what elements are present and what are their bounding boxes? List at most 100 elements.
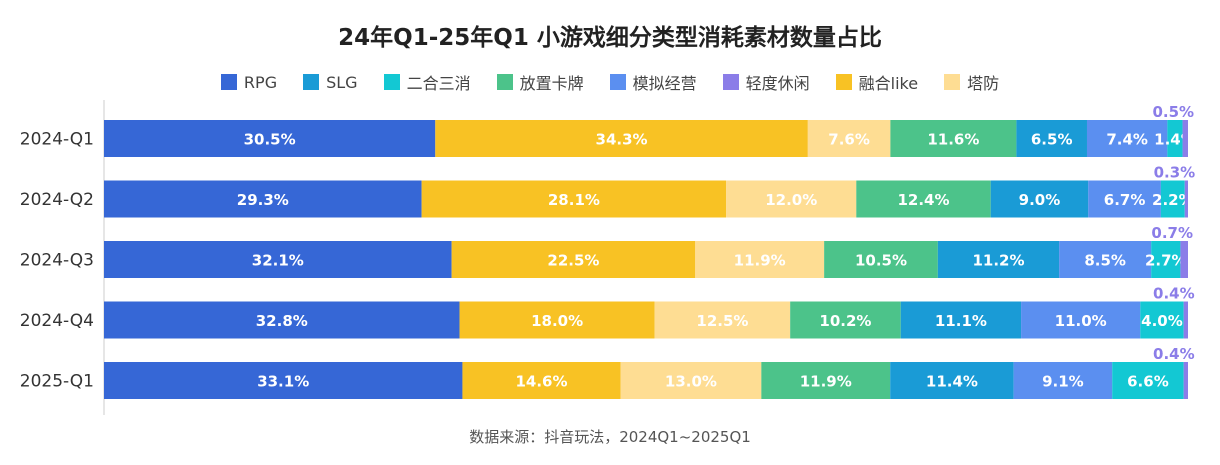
- legend-label: 融合like: [858, 74, 919, 93]
- bar-segment: [1088, 180, 1161, 218]
- bar-segment: [104, 301, 460, 339]
- data-label: 32.8%: [256, 312, 308, 330]
- bar-segment: [790, 301, 901, 339]
- category-tick-label: 2024-Q2: [20, 190, 94, 210]
- bar-segment: [459, 301, 655, 339]
- data-label: 9.0%: [1019, 191, 1061, 209]
- data-label: 32.1%: [252, 252, 304, 270]
- bar-segment: [620, 362, 762, 399]
- data-label: 29.3%: [237, 191, 289, 209]
- data-label: 0.4%: [1153, 285, 1195, 303]
- bar-segment: [1013, 362, 1113, 399]
- bar-segment: [890, 120, 1017, 157]
- bar-segment: [1182, 120, 1188, 157]
- bar-segment: [1183, 362, 1188, 399]
- chart-legend: RPG SLG 二合三消 放置卡牌 模拟经营 轻度休闲 融合like 塔防: [0, 70, 1220, 94]
- bar-segment: [1059, 241, 1152, 278]
- data-label: 6.5%: [1031, 131, 1073, 149]
- data-label: 30.5%: [244, 131, 296, 149]
- data-label: 34.3%: [596, 131, 648, 149]
- data-label: 28.1%: [548, 191, 600, 209]
- bar-segment: [451, 241, 696, 278]
- data-label: 9.1%: [1042, 373, 1084, 391]
- bar-segment: [1021, 301, 1141, 339]
- data-label: 11.4%: [926, 373, 978, 391]
- data-label: 22.5%: [547, 252, 599, 270]
- data-label: 0.3%: [1154, 164, 1196, 182]
- data-label: 12.5%: [696, 312, 748, 330]
- legend-item: 模拟经营: [609, 70, 697, 94]
- data-label: 1.4%: [1154, 131, 1196, 149]
- category-tick-label: 2024-Q4: [20, 311, 94, 331]
- bar-segment: [726, 180, 857, 218]
- bar-segment: [104, 120, 436, 157]
- bar-segment: [421, 180, 727, 218]
- legend-item: 放置卡牌: [496, 70, 584, 94]
- bar-segment: [104, 362, 463, 399]
- bar-segment: [761, 362, 891, 399]
- bar-segment: [695, 241, 825, 278]
- bar-segment: [1140, 301, 1184, 339]
- data-label: 11.1%: [935, 312, 987, 330]
- legend-label: RPG: [243, 72, 278, 92]
- legend-swatch: [303, 74, 320, 90]
- chart-title: 24年Q1-25年Q1 小游戏细分类型消耗素材数量占比: [338, 25, 882, 51]
- legend-label: SLG: [326, 72, 358, 92]
- bar-segment: [890, 362, 1014, 399]
- legend-item: 融合like: [835, 70, 919, 94]
- legend-item: 二合三消: [383, 70, 471, 94]
- data-label: 11.9%: [800, 373, 852, 391]
- bar-segment: [1160, 180, 1185, 218]
- bar-segment: [807, 120, 891, 157]
- data-label: 18.0%: [531, 312, 583, 330]
- bar-segment: [937, 241, 1060, 278]
- legend-item: 轻度休闲: [722, 70, 810, 94]
- data-label: 12.4%: [897, 191, 949, 209]
- bar-segment: [1112, 362, 1184, 399]
- bar-segment: [1151, 241, 1181, 278]
- data-label: 2.2%: [1152, 191, 1194, 209]
- data-label: 8.5%: [1084, 252, 1126, 270]
- legend-label: 模拟经营: [632, 74, 697, 93]
- category-tick-label: 2024-Q1: [20, 130, 94, 150]
- category-tick-label: 2024-Q3: [20, 251, 94, 271]
- data-label: 4.0%: [1141, 312, 1183, 330]
- legend-swatch: [944, 74, 961, 90]
- data-label: 12.0%: [765, 191, 817, 209]
- bar-segment: [1180, 241, 1188, 278]
- data-source-note: 数据来源：抖音玩法，2024Q1~2025Q1: [469, 428, 751, 446]
- legend-swatch: [220, 74, 237, 90]
- legend-label: 放置卡牌: [519, 74, 584, 93]
- data-label: 11.6%: [927, 131, 979, 149]
- bar-segment: [435, 120, 808, 157]
- data-label: 13.0%: [665, 373, 717, 391]
- bar-segment: [654, 301, 791, 339]
- bar-segment: [1184, 180, 1188, 218]
- data-label: 0.4%: [1153, 345, 1195, 363]
- data-label: 11.9%: [734, 252, 786, 270]
- data-label: 11.0%: [1055, 312, 1107, 330]
- bar-segment: [990, 180, 1089, 218]
- bar-segment: [462, 362, 621, 399]
- legend-label: 二合三消: [406, 74, 471, 93]
- data-label: 6.6%: [1127, 373, 1169, 391]
- legend-label: 塔防: [967, 74, 1000, 93]
- bar-segment: [856, 180, 991, 218]
- legend-label: 轻度休闲: [745, 74, 810, 93]
- data-label: 7.6%: [828, 131, 870, 149]
- bar-segment: [1167, 120, 1183, 157]
- bar-segment: [1086, 120, 1168, 157]
- data-label: 2.7%: [1145, 252, 1187, 270]
- bar-segment: [1016, 120, 1087, 157]
- data-label: 7.4%: [1106, 131, 1148, 149]
- bar-segment: [104, 180, 422, 218]
- bar-segment: [1183, 301, 1188, 339]
- data-label: 14.6%: [515, 373, 567, 391]
- bar-segment: [824, 241, 938, 278]
- bar-segment: [900, 301, 1022, 339]
- legend-swatch: [609, 74, 626, 90]
- data-label: 10.5%: [855, 252, 907, 270]
- legend-swatch: [835, 74, 852, 90]
- legend-item: 塔防: [944, 70, 999, 94]
